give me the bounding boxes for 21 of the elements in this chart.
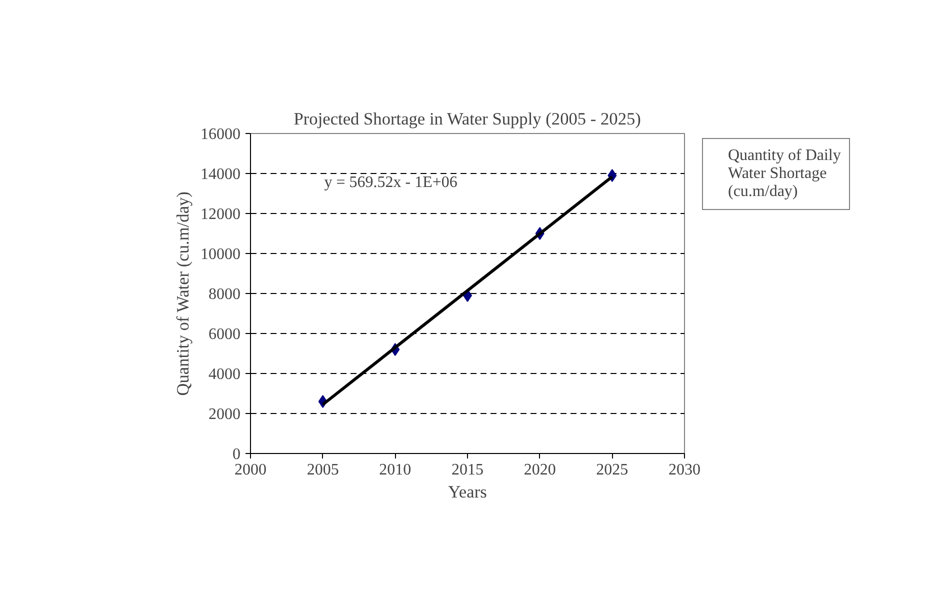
x-tick-label: 2020 xyxy=(524,462,556,478)
y-tick-label: 16000 xyxy=(200,126,240,143)
x-tick-label: 2030 xyxy=(668,462,700,478)
x-tick-label: 2000 xyxy=(234,462,266,478)
chart-title: Projected Shortage in Water Supply (2005 - 2025) xyxy=(294,110,642,128)
y-tick-label: 2000 xyxy=(208,406,240,423)
x-tick-label: 2015 xyxy=(452,462,484,478)
y-axis-title: Quantity of Water (cu.m/day) xyxy=(174,191,192,396)
y-tick-label: 0 xyxy=(232,446,240,463)
x-tick-label: 2010 xyxy=(379,462,412,478)
y-tick-label: 14000 xyxy=(200,166,240,183)
annotation: y = 569.52x - 1E+06 xyxy=(324,174,458,192)
y-tick-label: 8000 xyxy=(208,286,240,303)
text: Quantity of Daily Water Shortage (cu.m/day) xyxy=(728,147,841,201)
x-tick-label: 2005 xyxy=(306,462,339,478)
x-tick-label: 2025 xyxy=(596,462,628,478)
x-axis-title: Years xyxy=(448,482,488,502)
y-tick-label: 10000 xyxy=(200,246,240,263)
y-tick-label: 4000 xyxy=(208,366,240,383)
y-tick-label: 12000 xyxy=(200,206,240,223)
y-tick-label: 6000 xyxy=(208,326,240,343)
